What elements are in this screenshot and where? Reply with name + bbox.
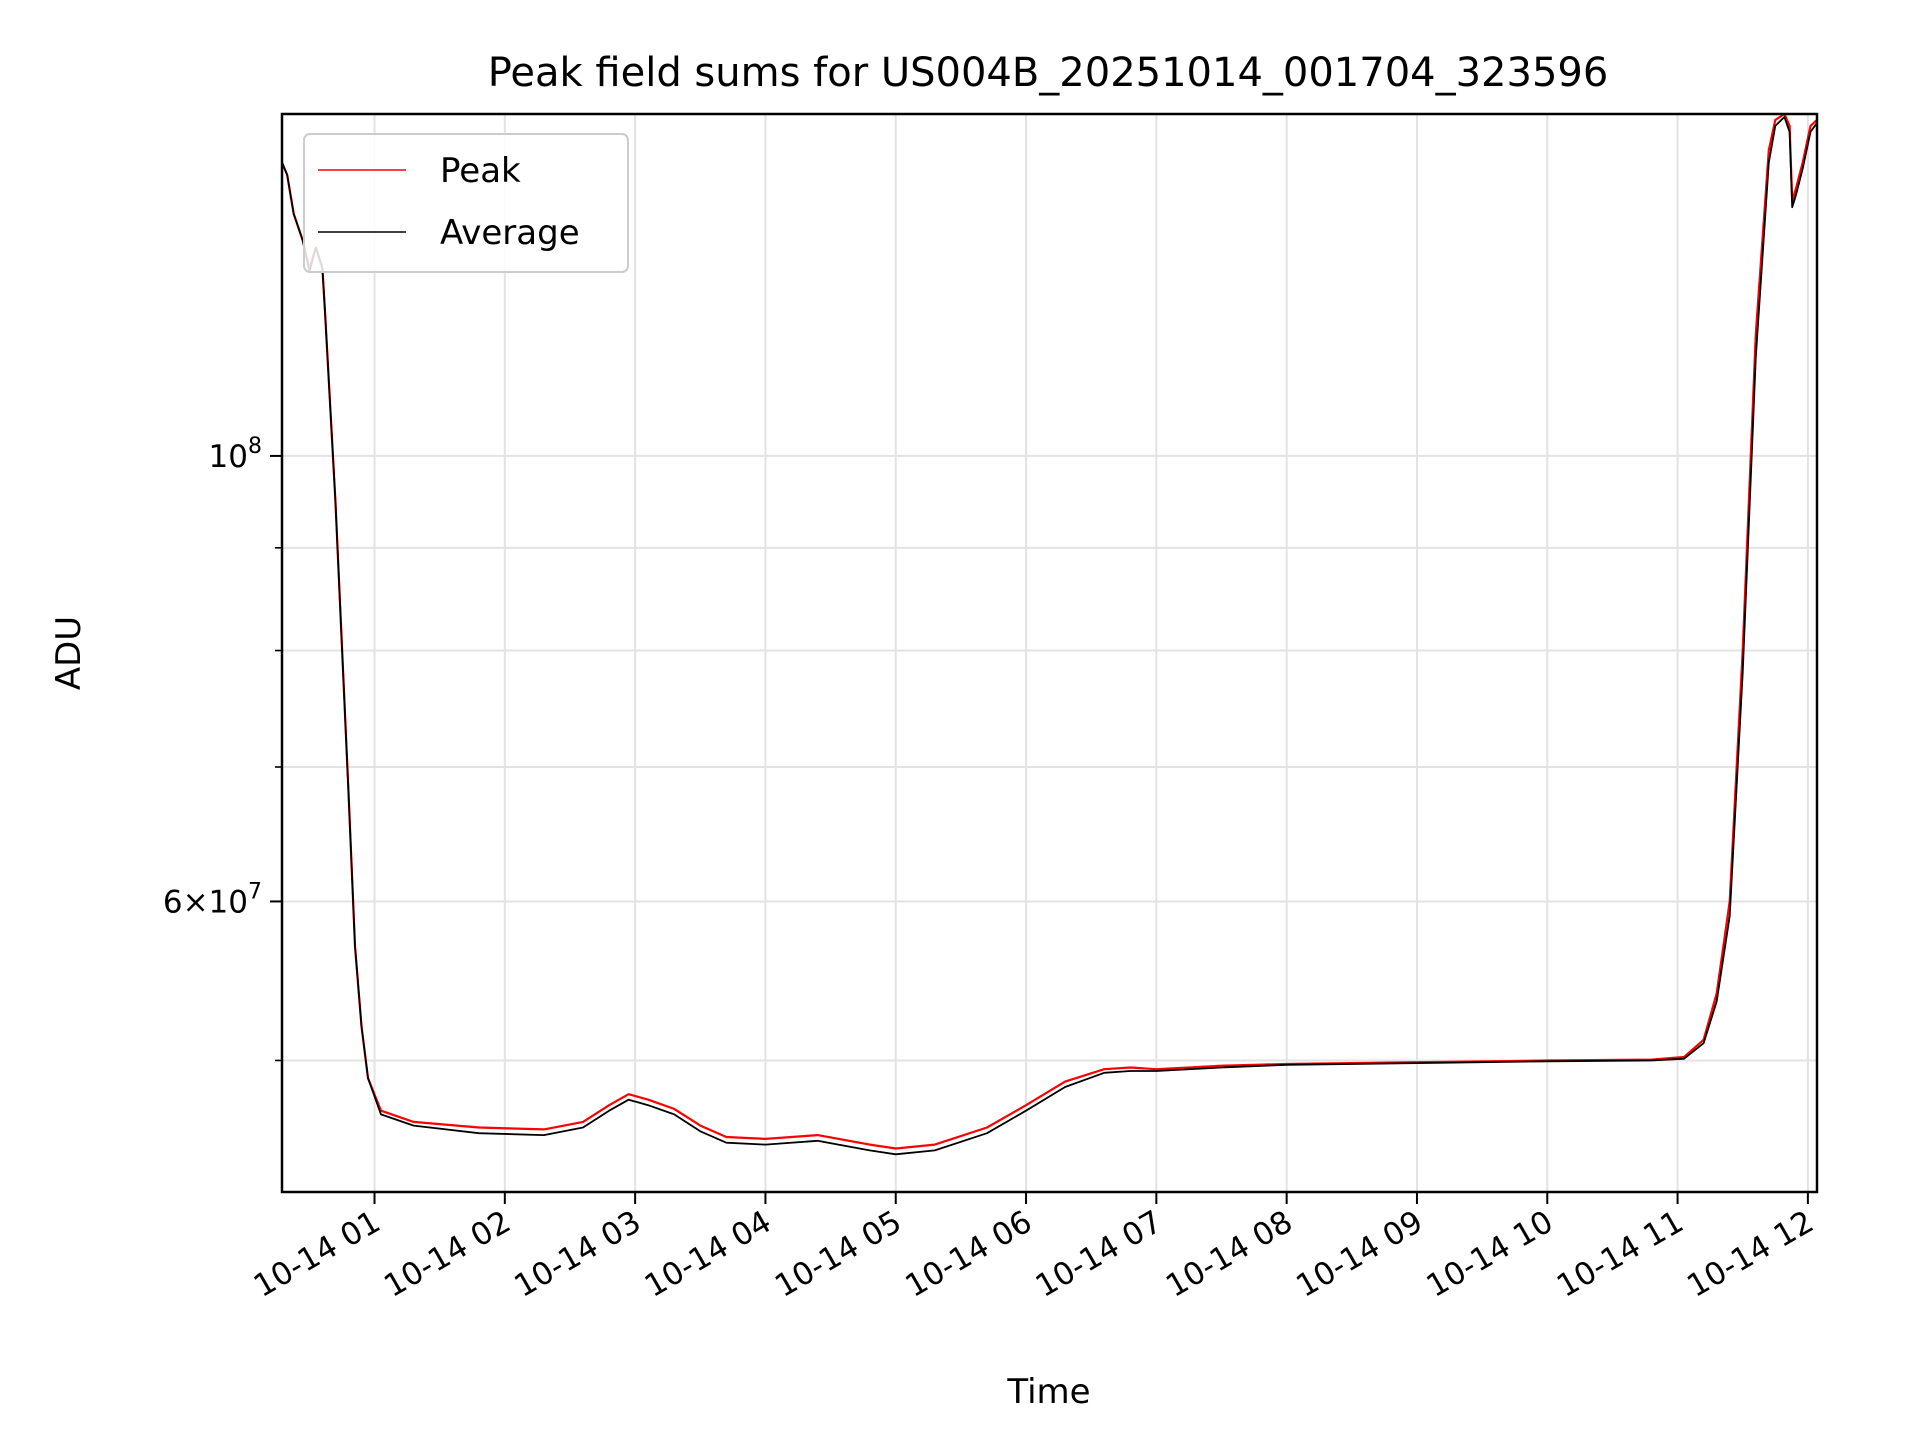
series-layer bbox=[282, 114, 1817, 1156]
legend-frame bbox=[303, 133, 629, 273]
x-axis-label: Time bbox=[1006, 1372, 1090, 1412]
y-tick-label: 108 bbox=[209, 434, 262, 475]
grid bbox=[282, 114, 1817, 1192]
series-line-average bbox=[282, 116, 1817, 1156]
y-tick-exponent: 8 bbox=[248, 434, 262, 459]
y-tick-times: × bbox=[183, 884, 209, 920]
chart-title: Peak field sums for US004B_20251014_0017… bbox=[488, 50, 1609, 96]
legend-peak-label: Peak bbox=[440, 151, 521, 191]
legend-average-label: Average bbox=[440, 213, 580, 253]
plot-frame bbox=[280, 112, 1819, 1194]
y-tick-mantissa: 6 bbox=[163, 884, 183, 920]
y-tick-base: 10 bbox=[209, 884, 248, 920]
y-tick-base: 10 bbox=[209, 439, 248, 475]
y-axis-label: ADU bbox=[49, 616, 89, 690]
y-tick-label: 6×107 bbox=[163, 879, 262, 920]
legend: Peak Average bbox=[303, 133, 629, 273]
y-tick-exponent: 7 bbox=[248, 879, 262, 904]
